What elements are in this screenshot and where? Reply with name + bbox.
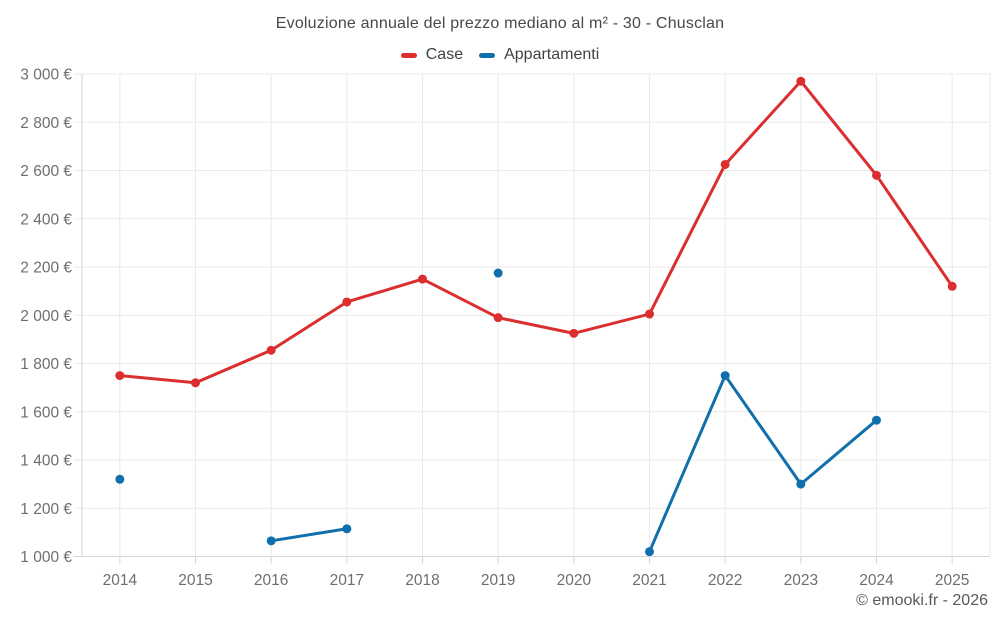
series-point-case-2021[interactable]	[645, 309, 654, 319]
series-point-appartamenti-2021[interactable]	[645, 547, 654, 557]
series-point-case-2017[interactable]	[342, 297, 352, 307]
series-point-case-2020[interactable]	[569, 328, 579, 338]
legend-label-case: Case	[425, 46, 464, 63]
chart-title: Evoluzione annuale del prezzo mediano al…	[275, 15, 725, 32]
series-point-appartamenti-2022[interactable]	[720, 371, 730, 381]
y-tick-label: 1 800 €	[20, 356, 72, 373]
y-tick-label: 1 600 €	[20, 404, 72, 421]
appartamenti-series-swatch-icon	[479, 52, 496, 58]
legend: Case Appartamenti	[0, 46, 1000, 64]
y-tick-label: 2 400 €	[20, 211, 72, 228]
y-tick-label: 2 600 €	[20, 163, 72, 180]
series-point-appartamenti-2019[interactable]	[493, 268, 503, 278]
series-point-appartamenti-2017[interactable]	[342, 524, 352, 534]
x-tick-label: 2015	[178, 572, 212, 589]
series-point-appartamenti-2014[interactable]	[115, 474, 125, 484]
series-point-case-2025[interactable]	[947, 281, 957, 291]
legend-label-appartamenti: Appartamenti	[504, 46, 600, 63]
series-point-appartamenti-2016[interactable]	[266, 536, 276, 546]
x-tick-label: 2024	[859, 572, 894, 589]
series-point-case-2019[interactable]	[493, 313, 503, 323]
legend-item-appartamenti[interactable]: Appartamenti	[479, 46, 599, 64]
series-point-case-2014[interactable]	[115, 371, 125, 381]
y-tick-label: 2 200 €	[20, 260, 72, 277]
series-point-case-2022[interactable]	[720, 159, 730, 169]
legend-item-case[interactable]: Case	[400, 46, 464, 64]
series-point-case-2016[interactable]	[266, 345, 276, 355]
series-point-case-2024[interactable]	[872, 170, 881, 180]
x-tick-label: 2018	[405, 572, 439, 589]
y-tick-label: 2 800 €	[20, 115, 72, 132]
series-point-appartamenti-2023[interactable]	[796, 479, 806, 489]
x-tick-label: 2022	[708, 572, 742, 589]
x-tick-label: 2020	[557, 572, 592, 589]
series-line-case	[118, 79, 954, 385]
case-series-swatch-icon	[400, 52, 417, 58]
series-point-case-2018[interactable]	[418, 274, 427, 284]
y-tick-label: 1 000 €	[20, 549, 72, 566]
y-tick-label: 1 400 €	[20, 453, 72, 470]
copyright: © emooki.fr - 2026	[856, 592, 988, 609]
series-point-case-2023[interactable]	[796, 76, 806, 86]
x-tick-label: 2025	[935, 572, 969, 589]
y-tick-label: 3 000 €	[20, 67, 72, 84]
x-tick-label: 2021	[632, 572, 666, 589]
y-tick-label: 1 200 €	[20, 501, 72, 518]
y-tick-label: 2 000 €	[20, 308, 72, 325]
series-point-appartamenti-2024[interactable]	[872, 415, 881, 425]
series-point-case-2015[interactable]	[191, 378, 200, 388]
series-line-appartamenti	[269, 527, 349, 543]
x-tick-label: 2016	[254, 572, 288, 589]
series-line-appartamenti	[648, 374, 878, 554]
x-tick-label: 2017	[330, 572, 364, 589]
x-tick-label: 2014	[103, 572, 138, 589]
x-tick-label: 2019	[481, 572, 515, 589]
x-tick-label: 2023	[784, 572, 818, 589]
